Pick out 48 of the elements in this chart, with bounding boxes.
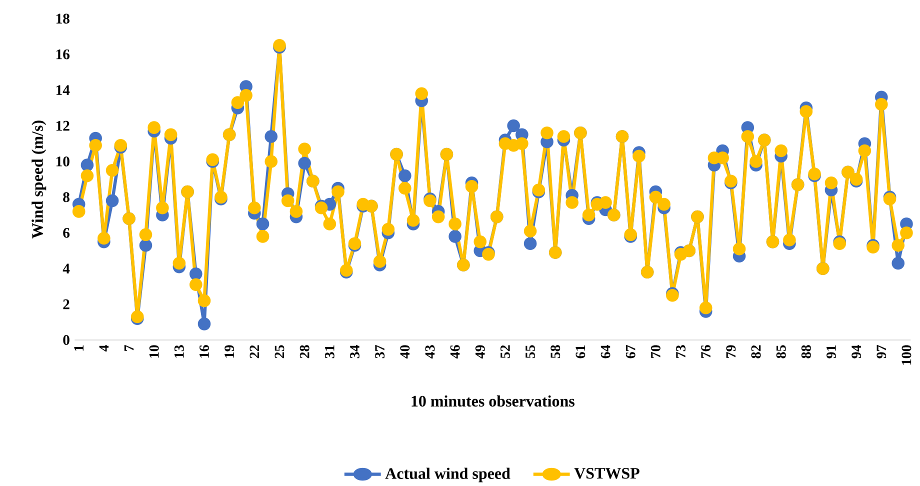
x-tick-label: 34 xyxy=(350,344,360,358)
x-tick-label: 13 xyxy=(174,345,184,358)
x-tick-label: 16 xyxy=(200,345,209,358)
y-tick-label: 6 xyxy=(63,228,70,238)
x-tick-label: 49 xyxy=(475,345,485,358)
x-tick-label: 10 xyxy=(149,345,159,358)
x-tick-label: 19 xyxy=(224,345,234,358)
x-tick-label: 4 xyxy=(99,344,109,352)
x-tick-label: 43 xyxy=(425,345,435,358)
y-tick-label: 10 xyxy=(56,156,70,166)
x-tick-label: 58 xyxy=(550,345,560,358)
y-tick-label: 12 xyxy=(56,120,70,131)
x-tick-label: 64 xyxy=(600,344,610,358)
x-tick-label: 94 xyxy=(852,344,862,358)
x-tick-label: 31 xyxy=(324,345,334,358)
y-tick-label: 14 xyxy=(56,85,70,95)
y-tick-label: 16 xyxy=(56,49,70,60)
x-tick-label: 76 xyxy=(701,345,711,358)
legend-label: Actual wind speed xyxy=(385,468,510,482)
x-tick-label: 22 xyxy=(250,345,260,358)
x-tick-label: 37 xyxy=(375,344,385,358)
x-tick-label: 88 xyxy=(801,345,811,358)
x-tick-label: 100 xyxy=(902,345,912,365)
y-axis-title: Wind speed (m/s) xyxy=(32,120,46,238)
y-tick-label: 8 xyxy=(63,192,70,202)
legend-label: VSTWSP xyxy=(574,468,640,479)
y-tick-label: 2 xyxy=(63,299,70,310)
x-tick-label: 91 xyxy=(826,345,836,358)
x-tick-label: 7 xyxy=(124,344,134,351)
x-tick-label: 61 xyxy=(576,345,586,358)
x-tick-label: 25 xyxy=(274,345,284,358)
y-tick-label: 4 xyxy=(62,264,70,274)
y-tick-label: 18 xyxy=(56,14,70,24)
x-tick-label: 40 xyxy=(400,345,410,358)
x-tick-label: 82 xyxy=(751,345,761,358)
y-tick-label: 0 xyxy=(63,334,70,345)
x-tick-label: 55 xyxy=(526,345,535,358)
x-tick-label: 97 xyxy=(876,344,886,358)
x-tick-label: 28 xyxy=(300,345,310,358)
x-tick-label: 85 xyxy=(776,345,786,358)
x-axis-title: 10 minutes observations xyxy=(412,395,574,407)
x-tick-label: 79 xyxy=(726,345,736,358)
x-tick-label: 70 xyxy=(650,345,660,358)
x-tick-label: 73 xyxy=(676,345,686,358)
x-tick-label: 1 xyxy=(74,345,84,351)
x-tick-label: 46 xyxy=(450,345,460,358)
x-tick-label: 67 xyxy=(626,344,636,358)
x-tick-label: 52 xyxy=(500,345,510,358)
